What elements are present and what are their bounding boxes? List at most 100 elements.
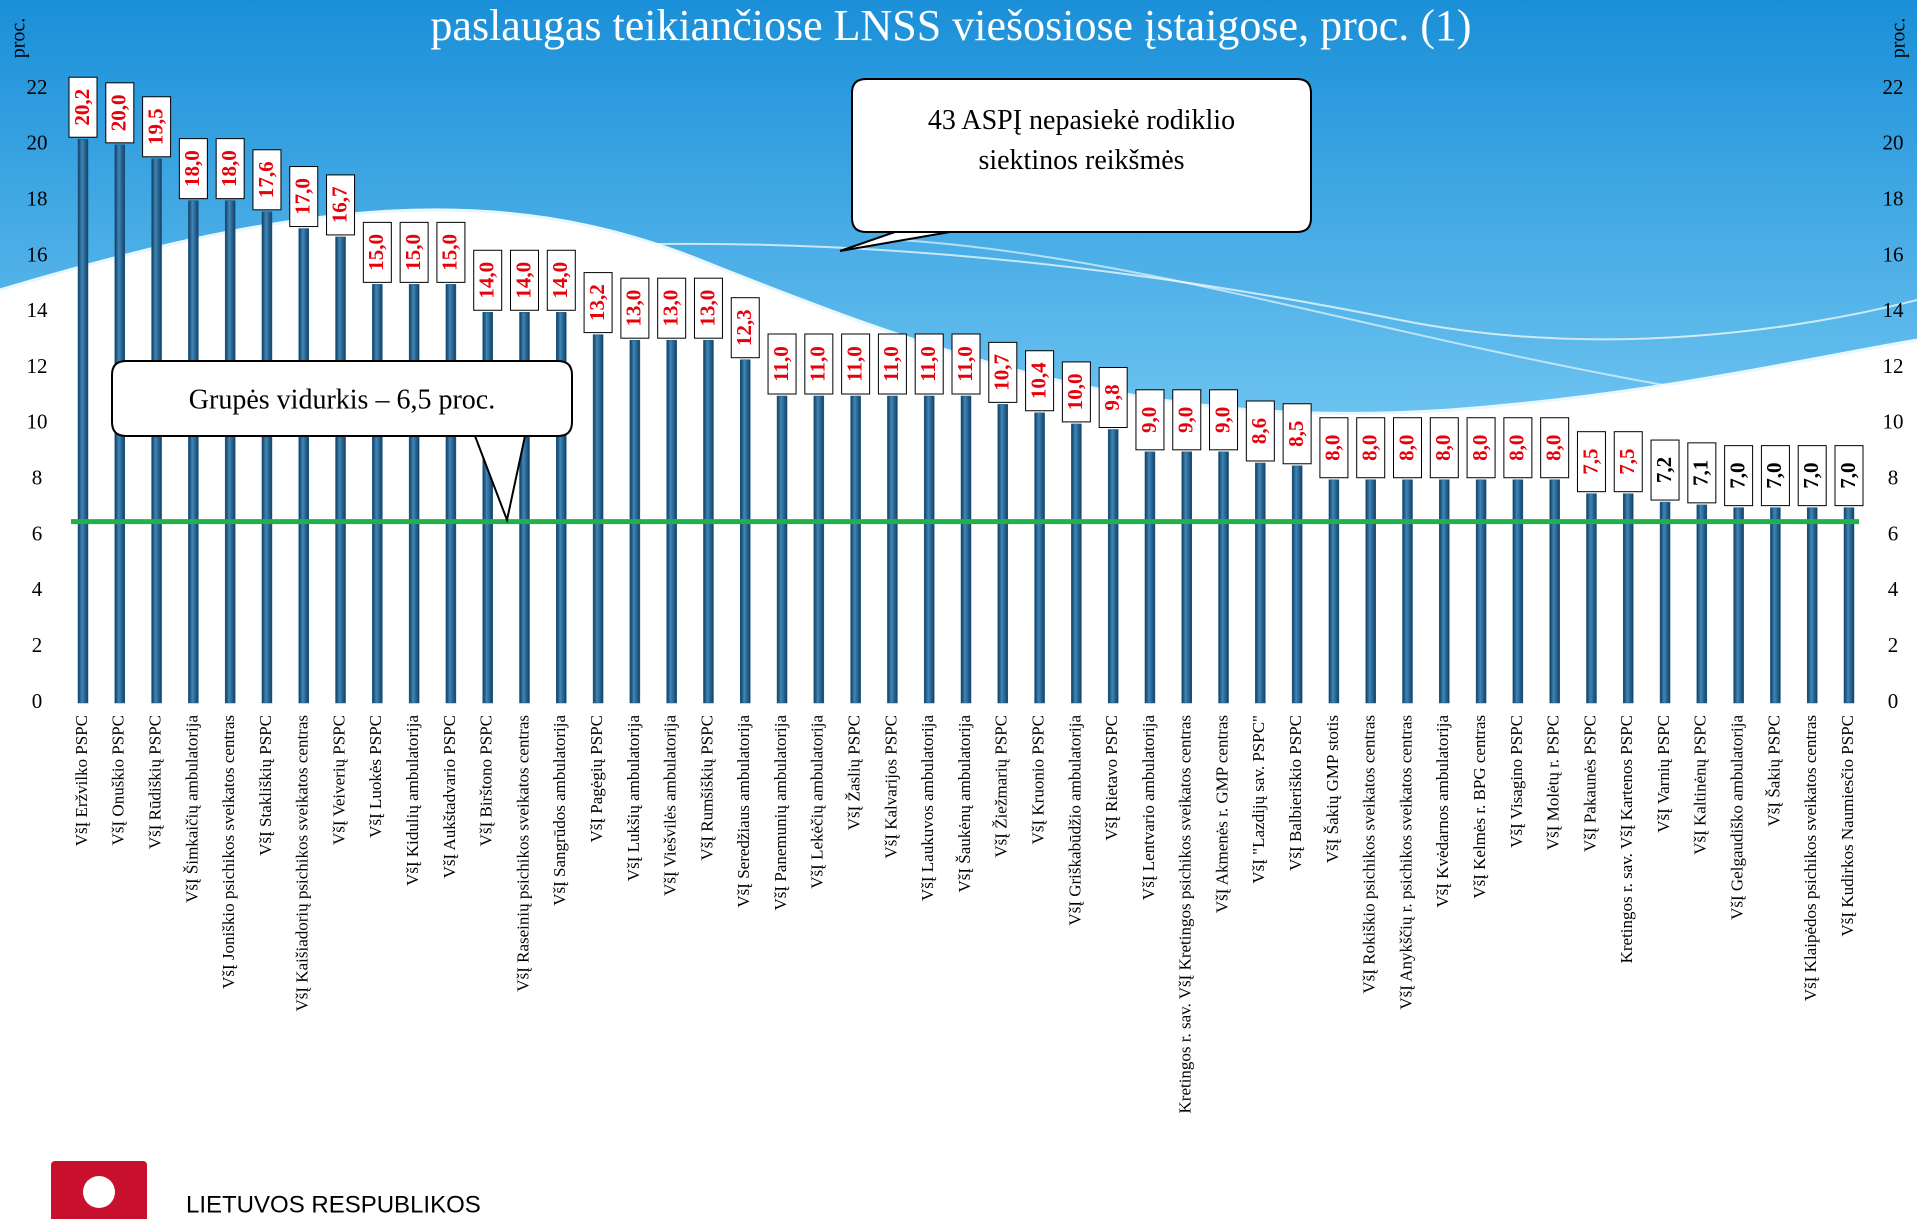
bar <box>261 211 273 704</box>
value-label-box <box>142 96 172 158</box>
x-tick-label: VšĮ Lentvario ambulatorija <box>1139 715 1158 901</box>
x-tick-label: VšĮ Kruonio PSPC <box>1028 715 1047 844</box>
y-tick-label: 8 <box>32 466 43 490</box>
x-tick-label: VšĮ Kudirkos Naumiesčio PSPC <box>1838 715 1857 936</box>
x-tick-label: VšĮ Varnių PSPC <box>1654 715 1673 833</box>
bar <box>224 200 236 704</box>
value-label: 8,5 <box>1284 421 1308 447</box>
value-label-box <box>252 149 282 211</box>
value-label: 7,0 <box>1725 463 1749 489</box>
value-label-box <box>1061 361 1091 423</box>
value-label: 16,7 <box>327 187 351 224</box>
target-callout: 43 ASPĮ nepasiekė rodiklio siektinos reik… <box>928 105 1235 176</box>
value-label: 19,5 <box>143 108 167 145</box>
value-label-box <box>546 249 576 311</box>
x-tick-label: VšĮ Griškabūdžio ambulatorija <box>1065 715 1084 926</box>
value-label-box <box>1540 417 1570 479</box>
value-label: 13,2 <box>585 284 609 321</box>
value-label-box <box>988 341 1018 403</box>
value-label-box <box>767 333 797 395</box>
value-label-box <box>583 272 613 334</box>
value-label-box <box>1466 417 1496 479</box>
value-label-box <box>1687 442 1717 504</box>
value-label: 7,0 <box>1836 463 1860 489</box>
value-label: 10,7 <box>990 354 1014 391</box>
y-tick-label: 22 <box>27 75 48 99</box>
bar <box>1806 507 1818 704</box>
value-label-box <box>178 138 208 200</box>
bar <box>960 395 972 704</box>
y2-tick-label: 8 <box>1888 466 1899 490</box>
value-label: 7,0 <box>1799 463 1823 489</box>
value-label-box <box>693 277 723 339</box>
y-tick-label: 6 <box>32 521 43 545</box>
value-label-box <box>399 221 429 283</box>
value-label-box <box>362 221 392 283</box>
value-label-box <box>1576 431 1606 493</box>
value-label: 10,4 <box>1026 362 1050 399</box>
bar <box>1071 423 1082 704</box>
x-tick-label: VšĮ Kvėdarnos ambulatorija <box>1433 715 1452 908</box>
x-tick-label: VšĮ Onuškio PSPC <box>109 715 128 845</box>
bar <box>1623 493 1634 704</box>
bar <box>408 284 420 704</box>
y2-tick-label: 6 <box>1888 521 1899 545</box>
value-label-box <box>1209 389 1239 451</box>
value-label-box <box>1172 389 1202 451</box>
x-tick-label: VšĮ Žaslių PSPC <box>845 715 864 830</box>
value-label-box <box>436 221 466 283</box>
value-label: 11,0 <box>953 346 977 382</box>
bar <box>1218 451 1229 704</box>
value-label-box <box>215 138 245 200</box>
y2-tick-label: 18 <box>1883 186 1904 210</box>
value-label-box <box>1760 445 1790 507</box>
x-tick-label: VšĮ Visagino PSPC <box>1507 715 1526 848</box>
value-label: 15,0 <box>438 234 462 271</box>
x-tick-label: VšĮ Seredžiaus ambulatorija <box>734 715 753 908</box>
value-label-box <box>1797 445 1827 507</box>
value-label: 8,0 <box>1505 435 1529 461</box>
x-tick-label: VšĮ "Lazdijų sav. PSPC" <box>1249 715 1268 884</box>
x-tick-label: VšĮ Šakių GMP stotis <box>1323 715 1342 863</box>
value-label: 14,0 <box>511 262 535 299</box>
x-tick-label: VšĮ Kelmės r. BPG centras <box>1470 715 1489 899</box>
value-label: 12,3 <box>732 309 756 346</box>
value-label-box <box>1393 417 1422 479</box>
y-tick-label: 4 <box>32 577 43 601</box>
y2-tick-label: 10 <box>1883 410 1904 434</box>
bar <box>1439 479 1450 704</box>
x-tick-label: VšĮ Rūdiškių PSPC <box>145 715 164 849</box>
bar <box>188 200 199 704</box>
bar <box>776 395 788 704</box>
bar <box>1365 479 1376 704</box>
value-label: 8,0 <box>1394 435 1418 461</box>
value-label: 17,6 <box>254 161 278 198</box>
y2-tick-label: 14 <box>1883 298 1905 322</box>
x-tick-label: VšĮ Kaltinėnų PSPC <box>1691 715 1710 855</box>
average-callout-box <box>111 360 573 524</box>
x-tick-label: VšĮ Balbieriškio PSPC <box>1286 715 1305 871</box>
value-label: 10,0 <box>1063 374 1087 411</box>
x-tick-label: VšĮ Rokiškio psichikos sveikatos centras <box>1360 715 1379 994</box>
bar <box>997 404 1009 704</box>
y2-tick-label: 22 <box>1883 75 1904 99</box>
y2-tick-label: 4 <box>1888 577 1899 601</box>
value-label-box <box>804 333 834 395</box>
x-tick-label: VšĮ Kidulių ambulatorija <box>403 715 422 886</box>
x-tick-label: VšĮ Pagėgių PSPC <box>587 715 606 843</box>
x-tick-label: VšĮ Aukštadvario PSPC <box>440 715 459 878</box>
y-tick-label: 20 <box>27 131 48 155</box>
value-label: 9,0 <box>1210 407 1234 433</box>
value-label-box <box>951 333 981 395</box>
chart-title: paslaugas teikiančiose LNSS viešosiose į… <box>430 1 1471 50</box>
y2-tick-label: 16 <box>1883 242 1904 266</box>
x-tick-label: VšĮ Šimkaičių ambulatorija <box>182 715 201 903</box>
y-tick-label: 10 <box>27 410 48 434</box>
value-label-box <box>1282 403 1312 465</box>
bar <box>1034 412 1045 704</box>
bar <box>1549 479 1560 704</box>
value-label-box <box>1356 417 1386 479</box>
x-tick-label: VšĮ Raseinių psichikos sveikatos centras <box>513 715 532 992</box>
value-label: 9,0 <box>1137 407 1161 433</box>
